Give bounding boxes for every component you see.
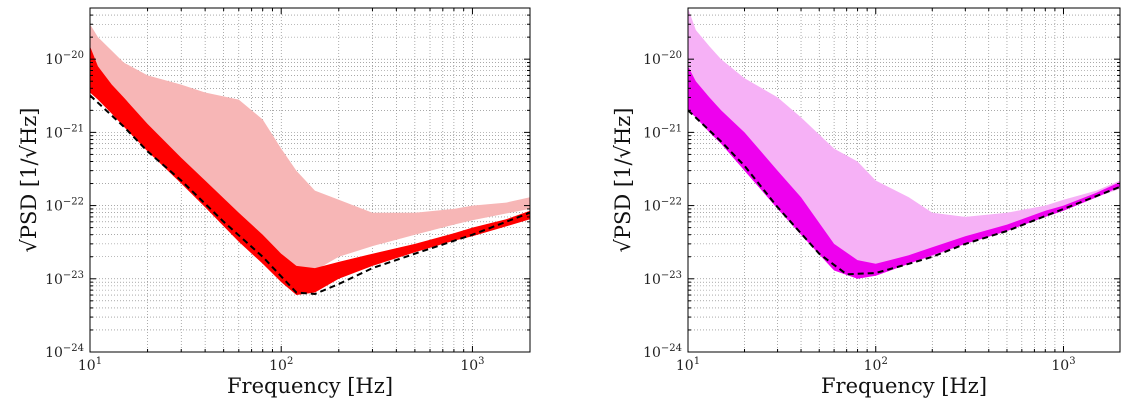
y-tick-label: 10−23 (643, 270, 682, 288)
tick-marks (687, 7, 1121, 353)
band-outer-area (90, 24, 530, 274)
plot-frame (687, 7, 1121, 353)
x-axis-label: Frequency [Hz] (821, 374, 987, 398)
y-axis-label: √PSD [1/√Hz] (611, 108, 635, 253)
y-tick-label: 10−21 (45, 123, 84, 141)
x-tick-label: 102 (269, 356, 293, 374)
y-tick-label: 10−22 (643, 197, 682, 215)
x-tick-label: 102 (864, 356, 888, 374)
data-layer (688, 8, 1120, 279)
band-inner-area (90, 46, 530, 295)
y-tick-label: 10−21 (643, 123, 682, 141)
y-axis-label: √PSD [1/√Hz] (17, 108, 41, 253)
y-tick-label: 10−20 (45, 50, 84, 68)
band-inner-area (688, 66, 1120, 279)
left-panel: 101 102 103 10−24 10−23 10−22 10−21 10−20 Freque… (17, 7, 531, 398)
x-tick-label: 101 (78, 356, 102, 374)
y-tick-label: 10−23 (45, 270, 84, 288)
x-axis-label: Frequency [Hz] (227, 374, 393, 398)
data-layer (90, 24, 530, 296)
y-tick-label: 10−24 (643, 343, 682, 361)
reference-dashed-line (90, 94, 530, 296)
y-tick-label: 10−24 (45, 343, 84, 361)
right-panel: 101 102 103 10−24 10−23 10−22 10−21 10−20 Freque… (611, 7, 1121, 398)
x-tick-label: 103 (1051, 356, 1075, 374)
y-tick-label: 10−20 (643, 50, 682, 68)
x-tick-label: 103 (460, 356, 484, 374)
y-tick-label: 10−22 (45, 197, 84, 215)
plot-frame (89, 7, 531, 353)
reference-dashed-line (688, 109, 1120, 276)
x-tick-label: 101 (676, 356, 700, 374)
tick-marks (89, 7, 531, 353)
band-outer-area (688, 8, 1120, 276)
grid (89, 7, 531, 353)
